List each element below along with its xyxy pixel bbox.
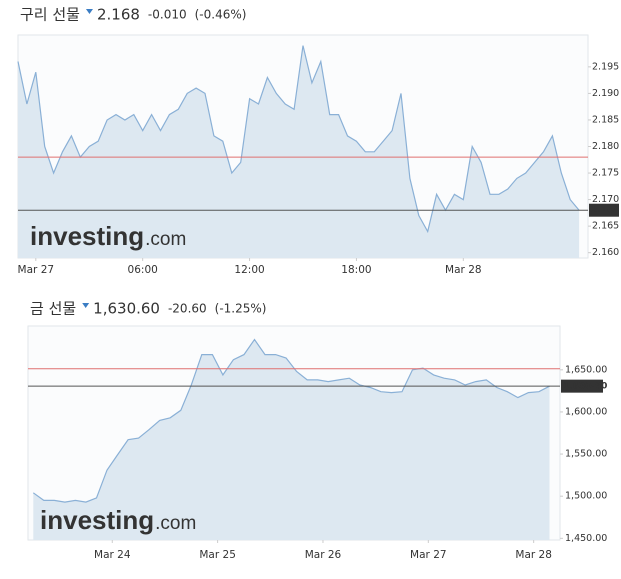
- last-price-badge-label: 1,630.60: [563, 382, 607, 392]
- last-price: 1,630.60: [93, 300, 160, 318]
- last-price: 2.168: [97, 6, 140, 24]
- down-arrow-icon: [82, 303, 90, 308]
- chart-title: 금 선물: [30, 300, 76, 318]
- y-tick-label: 2.195: [592, 61, 619, 72]
- last-price-badge: [561, 379, 603, 393]
- down-arrow-icon: [85, 9, 93, 14]
- y-tick-label: 2.185: [592, 114, 619, 125]
- price-change-pct: (-1.25%): [215, 302, 267, 316]
- watermark-domain: .com: [145, 229, 186, 250]
- x-tick-label: Mar 28: [515, 549, 552, 561]
- last-price-badge-label: 2.168: [591, 206, 619, 216]
- price-line: [32, 338, 550, 503]
- x-tick-label: Mar 28: [445, 264, 482, 276]
- y-tick-label: 1,600.00: [565, 406, 607, 417]
- y-tick-label: 1,550.00: [565, 449, 607, 460]
- price-line: [17, 45, 580, 234]
- price-change: -20.60: [168, 302, 207, 316]
- chart-title: 구리 선물: [20, 6, 80, 24]
- x-tick-label: 18:00: [341, 264, 371, 276]
- last-price-badge: [589, 203, 619, 217]
- y-tick-label: 2.175: [592, 168, 619, 179]
- watermark-brand: investing: [40, 505, 154, 535]
- area-fill: [18, 45, 580, 258]
- y-tick-label: 2.170: [592, 194, 619, 205]
- y-tick-label: 2.160: [592, 247, 619, 258]
- area-fill: [33, 339, 550, 540]
- y-tick-label: 1,500.00: [565, 491, 607, 502]
- x-tick-label: 06:00: [128, 264, 158, 276]
- watermark-brand: investing: [30, 221, 144, 251]
- y-tick-label: 2.180: [592, 141, 619, 152]
- x-tick-label: Mar 25: [199, 549, 236, 561]
- y-tick-label: 1,450.00: [565, 533, 607, 544]
- y-tick-label: 2.165: [592, 221, 619, 232]
- price-change-pct: (-0.46%): [195, 8, 247, 22]
- x-tick-label: Mar 27: [410, 549, 447, 561]
- x-tick-label: Mar 27: [18, 264, 55, 276]
- x-tick-label: Mar 26: [305, 549, 342, 561]
- price-change: -0.010: [148, 8, 187, 22]
- y-tick-label: 2.190: [592, 88, 619, 99]
- x-tick-label: Mar 24: [94, 549, 131, 561]
- x-tick-label: 12:00: [234, 264, 264, 276]
- y-tick-label: 1,650.00: [565, 364, 607, 375]
- watermark-domain: .com: [155, 513, 196, 534]
